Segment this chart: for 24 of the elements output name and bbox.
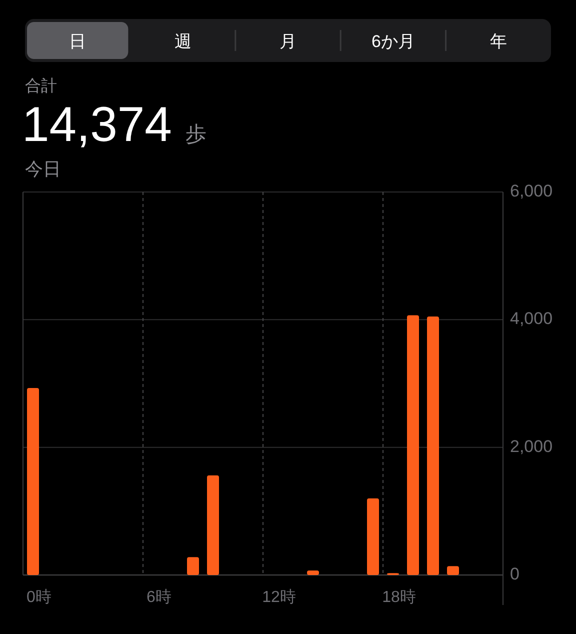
x-tick-label: 18時 — [382, 588, 416, 606]
text: 6か月 — [371, 32, 415, 51]
bar — [307, 570, 319, 575]
bar — [407, 315, 419, 575]
x-tick-label: 0時 — [26, 588, 52, 606]
text: 合計 — [25, 77, 57, 95]
bar — [367, 498, 379, 575]
y-tick-label: 4,000 — [510, 309, 553, 328]
chart-subtitle: 今日 — [25, 159, 61, 179]
bar — [447, 566, 459, 575]
text: 月 — [280, 32, 296, 51]
text: 週 — [174, 32, 192, 51]
bar — [187, 557, 199, 575]
bar — [27, 388, 39, 575]
chart-title: 14,374 歩 — [22, 98, 206, 152]
y-tick-label: 0 — [510, 564, 520, 584]
x-tick-label: 12時 — [262, 588, 296, 606]
text: 年 — [490, 32, 507, 51]
y-tick-label: 6,000 — [510, 181, 553, 200]
x-tick-label: 6時 — [146, 588, 172, 606]
bar — [207, 475, 219, 575]
bar — [427, 316, 439, 575]
text: 日 — [69, 32, 86, 51]
y-tick-label: 2,000 — [510, 436, 553, 456]
